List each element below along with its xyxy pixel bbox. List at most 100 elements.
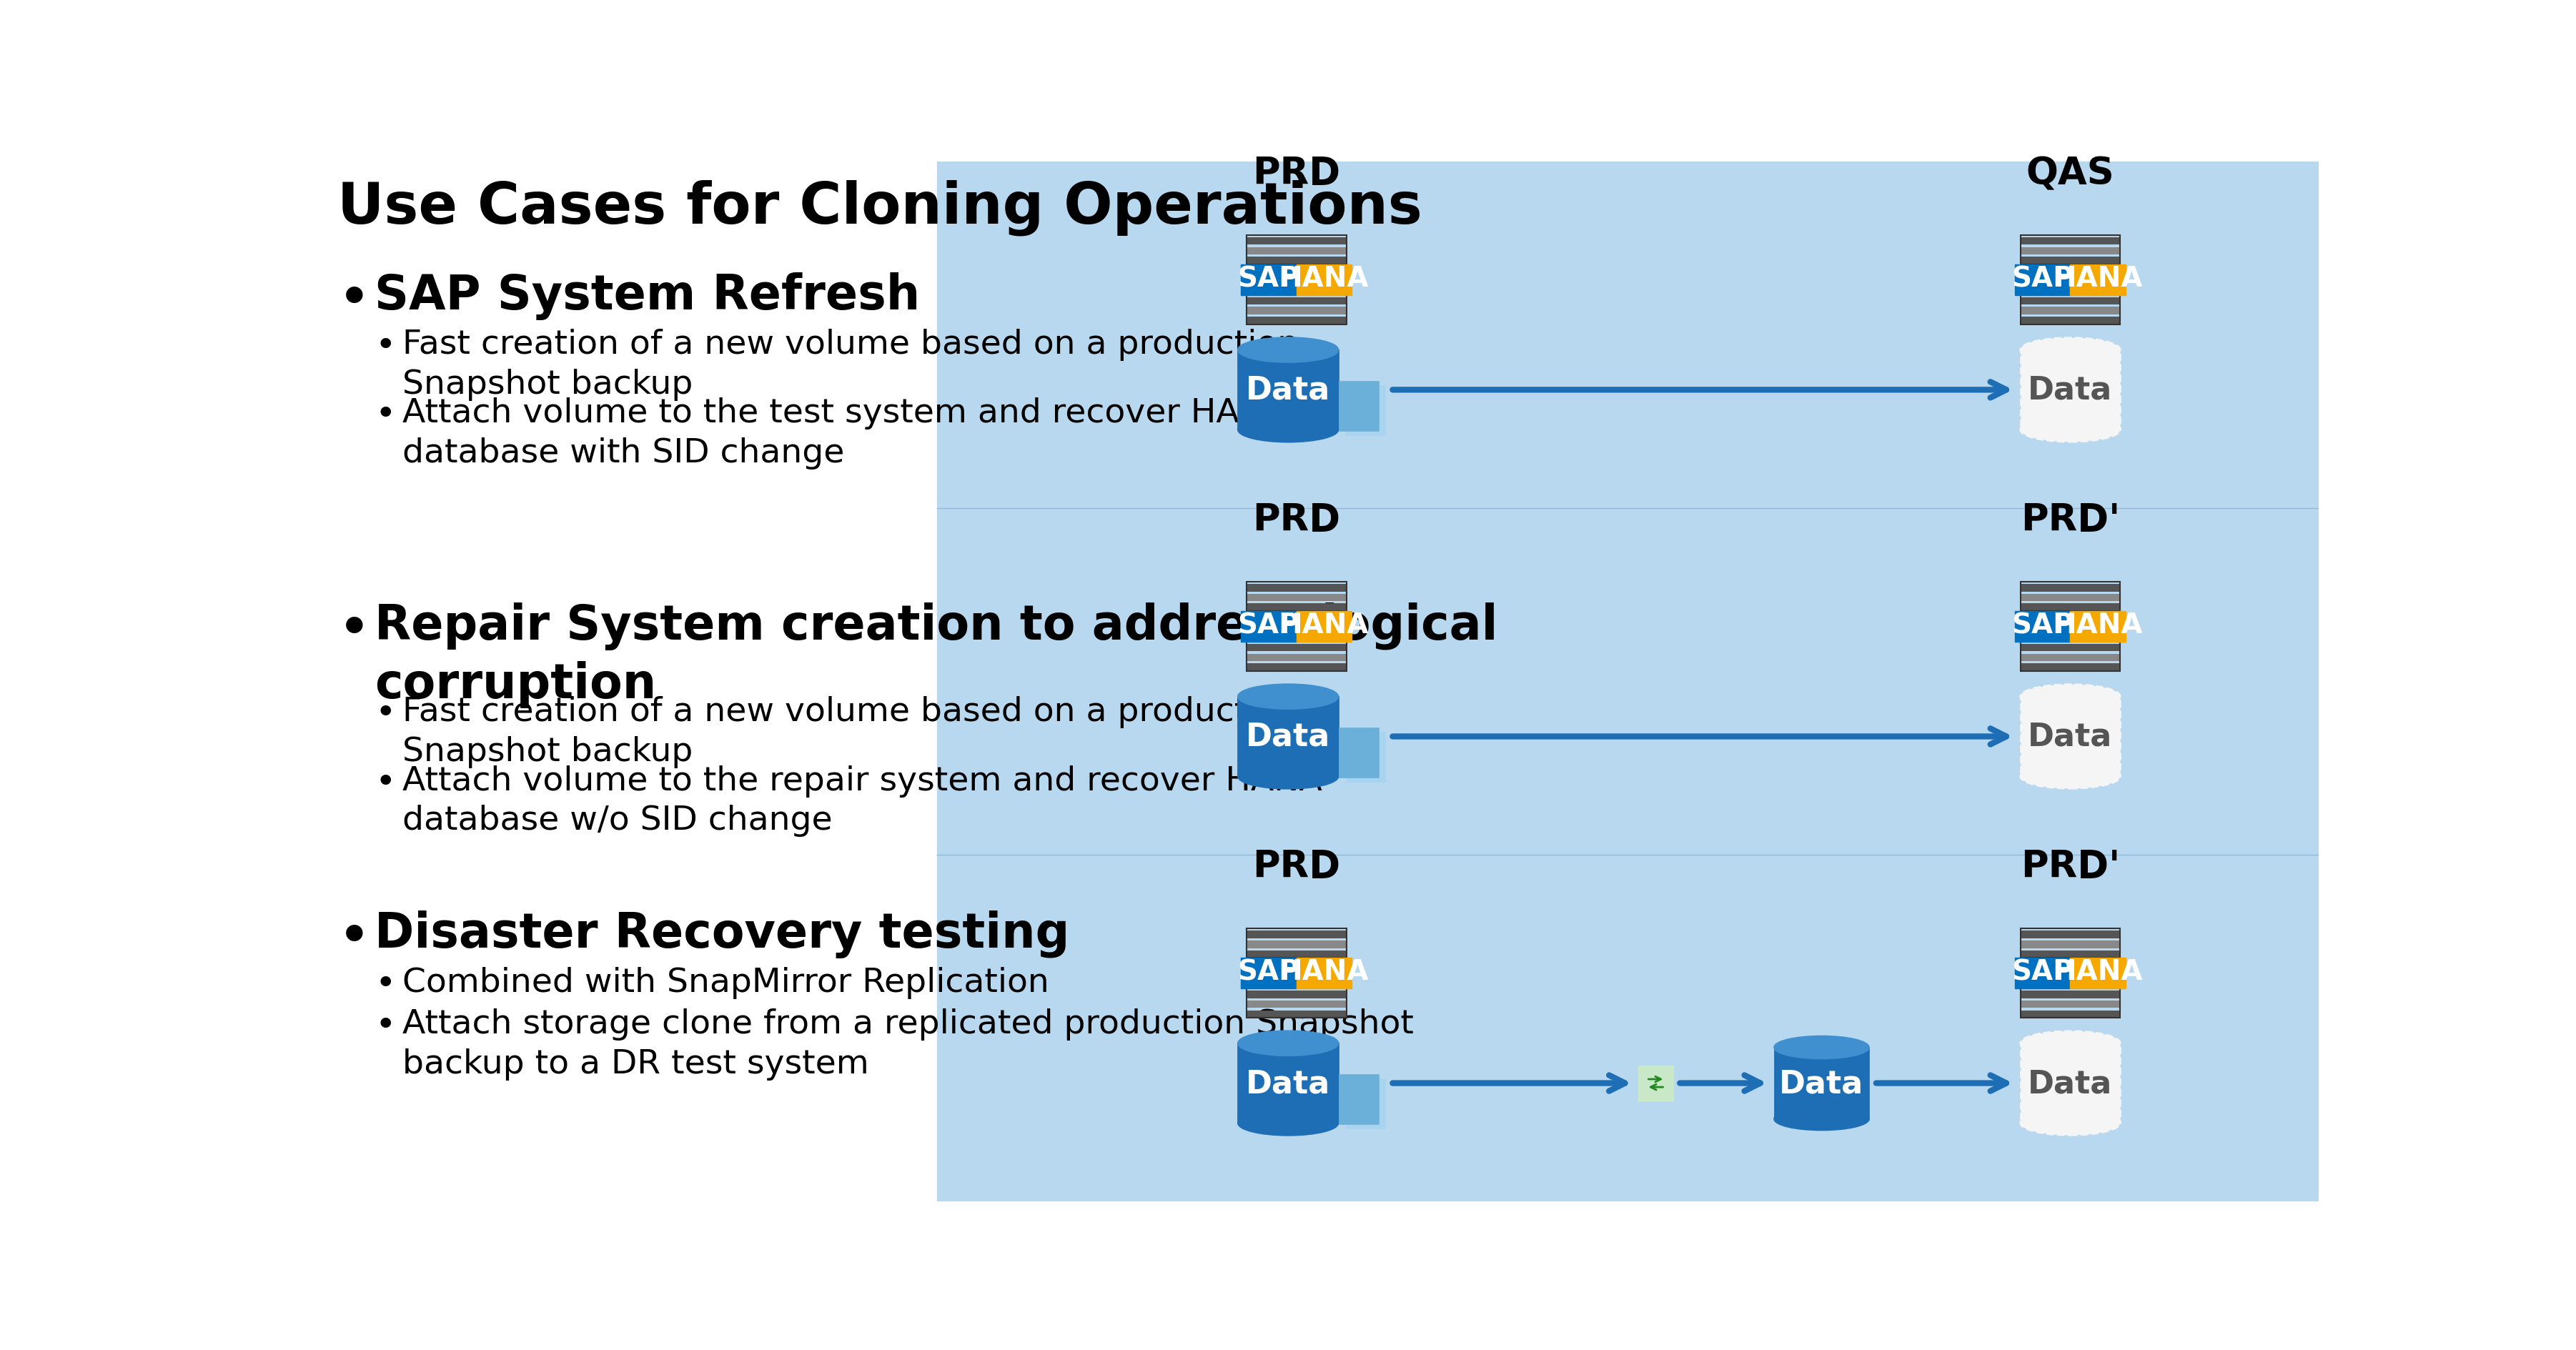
Bar: [2020, 664, 2120, 671]
Ellipse shape: [2020, 418, 2120, 443]
Text: HANA: HANA: [1278, 265, 1368, 292]
Text: HANA: HANA: [2053, 265, 2143, 292]
Bar: [2069, 265, 2125, 296]
Text: Data: Data: [2027, 375, 2112, 405]
Bar: [2014, 958, 2069, 988]
Text: Attach volume to the repair system and recover HANA
database w/o SID change: Attach volume to the repair system and r…: [402, 765, 1321, 837]
Text: Disaster Recovery testing: Disaster Recovery testing: [374, 910, 1069, 958]
Text: PRD': PRD': [2020, 502, 2120, 539]
Text: SAP: SAP: [2012, 265, 2074, 292]
Bar: [2020, 1044, 2120, 1123]
Bar: [1247, 317, 1345, 325]
Bar: [2020, 641, 2120, 671]
Bar: [1340, 1075, 1378, 1125]
Bar: [1242, 958, 1296, 988]
Text: SAP: SAP: [1236, 265, 1298, 292]
Bar: [2069, 612, 2125, 641]
Bar: [2069, 958, 2125, 988]
Bar: [1239, 697, 1337, 776]
Bar: [1247, 929, 1345, 958]
Bar: [2020, 238, 2120, 246]
Bar: [1247, 297, 1345, 305]
Bar: [1247, 603, 1345, 612]
Bar: [1247, 950, 1345, 958]
Ellipse shape: [1239, 684, 1337, 709]
Text: PRD: PRD: [1252, 848, 1340, 886]
Text: Data: Data: [2027, 721, 2112, 752]
Text: •: •: [374, 1008, 397, 1042]
Ellipse shape: [1775, 1037, 1868, 1058]
Ellipse shape: [2020, 684, 2120, 709]
Bar: [1247, 308, 1345, 315]
Text: •: •: [374, 697, 397, 730]
Bar: [2020, 1010, 2120, 1018]
Bar: [1247, 1000, 1345, 1008]
Ellipse shape: [2020, 764, 2120, 788]
Text: QAS: QAS: [2025, 155, 2115, 192]
Bar: [1247, 641, 1345, 671]
Bar: [2020, 235, 2120, 265]
Text: SAP System Refresh: SAP System Refresh: [374, 271, 920, 320]
Text: HANA: HANA: [1278, 612, 1368, 639]
Bar: [1247, 991, 1345, 998]
Text: SAP: SAP: [2012, 612, 2074, 639]
Bar: [1247, 582, 1345, 612]
Bar: [2014, 612, 2069, 641]
Bar: [1242, 612, 1296, 641]
Bar: [1247, 585, 1345, 591]
Ellipse shape: [1239, 1031, 1337, 1056]
Text: •: •: [374, 765, 397, 799]
Text: PRD': PRD': [2020, 848, 2120, 886]
Ellipse shape: [2020, 339, 2120, 363]
Bar: [2020, 653, 2120, 662]
Ellipse shape: [2020, 1031, 2120, 1056]
Bar: [2020, 988, 2120, 1018]
Bar: [1247, 238, 1345, 246]
Bar: [2020, 582, 2120, 612]
Text: Attach storage clone from a replicated production Snapshot
backup to a DR test s: Attach storage clone from a replicated p…: [402, 1008, 1414, 1080]
Ellipse shape: [1239, 1111, 1337, 1135]
Bar: [1247, 644, 1345, 652]
Text: Repair System creation to address logical
corruption: Repair System creation to address logica…: [374, 602, 1497, 709]
Text: •: •: [374, 397, 397, 432]
Text: •: •: [337, 602, 371, 657]
Bar: [938, 162, 2318, 1202]
Text: Attach volume to the test system and recover HANA
database with SID change: Attach volume to the test system and rec…: [402, 397, 1288, 470]
Text: Data: Data: [1247, 721, 1329, 752]
Bar: [2020, 258, 2120, 265]
Bar: [2020, 351, 2120, 431]
Text: Data: Data: [1780, 1068, 1862, 1099]
Text: Fast creation of a new volume based on a production
Snapshot backup: Fast creation of a new volume based on a…: [402, 697, 1298, 768]
Bar: [2020, 930, 2120, 938]
Text: SAP: SAP: [2012, 958, 2074, 985]
Bar: [2020, 594, 2120, 602]
Bar: [2014, 265, 2069, 296]
Bar: [1239, 1044, 1337, 1123]
Text: PRD: PRD: [1252, 502, 1340, 539]
Bar: [1247, 1010, 1345, 1018]
Text: •: •: [374, 967, 397, 1000]
Ellipse shape: [2020, 1111, 2120, 1135]
Bar: [2020, 603, 2120, 612]
Bar: [1247, 594, 1345, 602]
Bar: [2020, 991, 2120, 998]
Bar: [1638, 1067, 1672, 1100]
Bar: [1340, 729, 1378, 778]
Bar: [2020, 941, 2120, 948]
Bar: [2020, 317, 2120, 325]
Text: Data: Data: [2027, 1068, 2112, 1099]
Bar: [1345, 1080, 1386, 1129]
Text: SAP: SAP: [1236, 958, 1298, 985]
Bar: [2020, 585, 2120, 591]
Bar: [1340, 382, 1378, 432]
Bar: [2020, 644, 2120, 652]
Bar: [1247, 247, 1345, 255]
Text: Use Cases for Cloning Operations: Use Cases for Cloning Operations: [337, 180, 1422, 236]
Bar: [2020, 950, 2120, 958]
Bar: [2020, 297, 2120, 305]
Bar: [2020, 697, 2120, 776]
Ellipse shape: [1239, 418, 1337, 443]
Text: HANA: HANA: [2053, 612, 2143, 639]
Text: Fast creation of a new volume based on a production
Snapshot backup: Fast creation of a new volume based on a…: [402, 328, 1298, 401]
Bar: [1296, 612, 1352, 641]
